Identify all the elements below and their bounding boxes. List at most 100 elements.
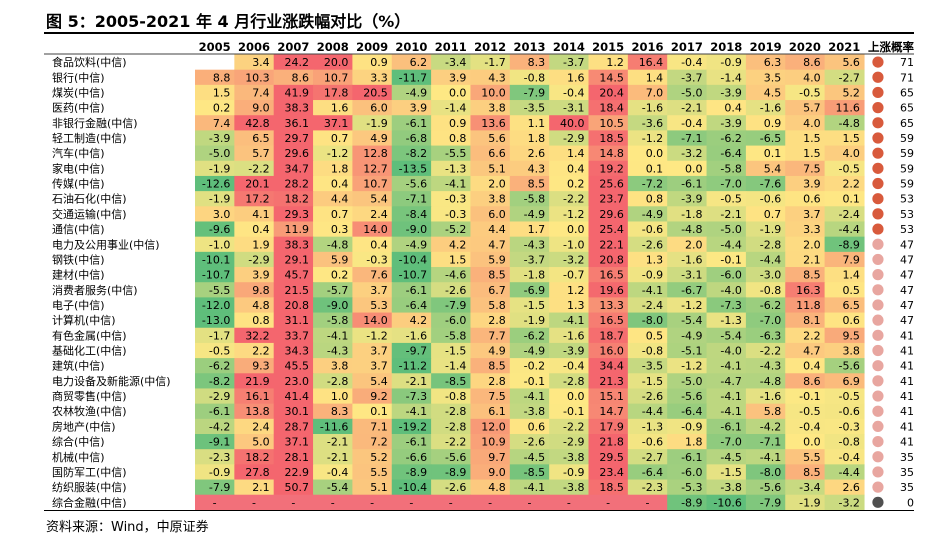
cell-value: 8.3 bbox=[331, 405, 349, 418]
cell-value: -0.3 bbox=[366, 253, 387, 266]
heat-cell bbox=[313, 191, 353, 207]
heat-cell bbox=[391, 434, 432, 450]
cell-value: -3.2 bbox=[563, 253, 584, 266]
column-header: 2012 bbox=[474, 40, 506, 54]
row-label: 建筑(中信) bbox=[52, 359, 105, 373]
cell-value: 27.8 bbox=[245, 466, 270, 479]
heat-cell bbox=[195, 327, 235, 344]
cell-value: 3.3 bbox=[370, 71, 388, 84]
heat-cell bbox=[352, 84, 393, 101]
cell-value: 0.0 bbox=[803, 436, 821, 449]
cell-value: -6.1 bbox=[406, 117, 427, 130]
cell-value: -8.9 bbox=[681, 496, 702, 509]
heat-cell bbox=[588, 449, 629, 465]
probability-value: 41 bbox=[900, 360, 914, 373]
probability-value: 41 bbox=[900, 436, 914, 449]
heat-cell bbox=[470, 449, 511, 465]
heat-cell bbox=[234, 206, 275, 223]
heat-cell bbox=[667, 297, 708, 314]
cell-value: -0.4 bbox=[563, 360, 584, 373]
missing-mark: - bbox=[646, 496, 650, 509]
heat-cell bbox=[588, 403, 629, 420]
cell-value: -0.9 bbox=[642, 269, 663, 282]
cell-value: -0.1 bbox=[799, 390, 820, 403]
heat-cell bbox=[431, 464, 472, 481]
heat-cell bbox=[352, 54, 393, 71]
probability-dot bbox=[872, 390, 884, 402]
cell-value: 40.0 bbox=[560, 117, 585, 130]
heat-cell bbox=[745, 160, 786, 177]
heat-cell bbox=[588, 84, 629, 101]
heat-cell bbox=[588, 388, 629, 405]
heat-cell bbox=[785, 388, 826, 405]
heat-cell bbox=[785, 403, 826, 420]
cell-value: 7.1 bbox=[370, 420, 388, 433]
heat-cell bbox=[549, 251, 590, 268]
cell-value: -1.9 bbox=[799, 496, 820, 509]
cell-value: 2.0 bbox=[685, 238, 703, 251]
column-header: 2015 bbox=[592, 40, 624, 54]
cell-value: -0.3 bbox=[838, 420, 859, 433]
cell-value: 29.6 bbox=[285, 147, 310, 160]
cell-value: -1.2 bbox=[681, 360, 702, 373]
cell-value: -3.8 bbox=[563, 481, 584, 494]
heat-cell bbox=[509, 464, 550, 481]
cell-value: -7.3 bbox=[406, 390, 427, 403]
heat-cell bbox=[706, 282, 747, 298]
heat-cell bbox=[352, 464, 393, 481]
cell-value: 8.5 bbox=[803, 466, 821, 479]
cell-value: 0.1 bbox=[842, 193, 860, 206]
heat-cell bbox=[234, 449, 275, 465]
heat-cell bbox=[195, 388, 235, 405]
cell-value: -1.5 bbox=[720, 466, 741, 479]
cell-value: -10.7 bbox=[399, 269, 427, 282]
probability-value: 65 bbox=[900, 86, 914, 99]
cell-value: -1.9 bbox=[524, 314, 545, 327]
cell-value: -0.1 bbox=[524, 375, 545, 388]
cell-value: 16.5 bbox=[599, 269, 624, 282]
heat-cell bbox=[313, 115, 353, 131]
cell-value: 0.8 bbox=[449, 132, 467, 145]
cell-value: 29.1 bbox=[285, 253, 310, 266]
cell-value: 3.0 bbox=[213, 208, 231, 221]
heat-cell bbox=[588, 206, 629, 223]
cell-value: 20.8 bbox=[285, 299, 310, 312]
cell-value: -6.2 bbox=[760, 299, 781, 312]
heat-cell bbox=[627, 449, 668, 465]
row-label: 银行(中信) bbox=[52, 70, 105, 84]
heat-cell bbox=[391, 267, 432, 283]
heat-cell bbox=[352, 312, 393, 329]
cell-value: 5.9 bbox=[488, 253, 506, 266]
heat-cell bbox=[785, 327, 826, 344]
cell-value: -5.6 bbox=[445, 451, 466, 464]
heat-cell bbox=[234, 236, 275, 253]
heat-cell bbox=[195, 373, 235, 390]
heat-cell bbox=[706, 130, 747, 147]
heat-cell bbox=[509, 297, 550, 314]
heat-cell bbox=[313, 327, 353, 344]
heat-cell bbox=[667, 282, 708, 298]
heat-cell bbox=[273, 236, 314, 253]
cell-value: -4.1 bbox=[720, 390, 741, 403]
heat-cell bbox=[667, 479, 708, 496]
heat-cell bbox=[509, 358, 550, 374]
heat-cell bbox=[313, 206, 353, 223]
cell-value: 1.3 bbox=[567, 299, 585, 312]
heat-cell bbox=[234, 69, 275, 86]
heat-cell bbox=[706, 191, 747, 207]
cell-value: 4.9 bbox=[370, 132, 388, 145]
cell-value: -2.8 bbox=[760, 238, 781, 251]
cell-value: 1.5 bbox=[803, 132, 821, 145]
heat-cell bbox=[824, 312, 865, 329]
heat-cell bbox=[352, 221, 393, 238]
cell-value: -2.2 bbox=[760, 345, 781, 358]
heat-cell bbox=[706, 206, 747, 223]
heat-cell bbox=[273, 54, 314, 71]
row-label: 轻工制造(中信) bbox=[52, 131, 127, 145]
heat-cell bbox=[352, 267, 393, 283]
cell-value: 0.3 bbox=[331, 223, 349, 236]
cell-value: -3.1 bbox=[681, 269, 702, 282]
cell-value: -8.5 bbox=[445, 375, 466, 388]
cell-value: 0.6 bbox=[842, 314, 860, 327]
heat-cell bbox=[470, 69, 511, 86]
